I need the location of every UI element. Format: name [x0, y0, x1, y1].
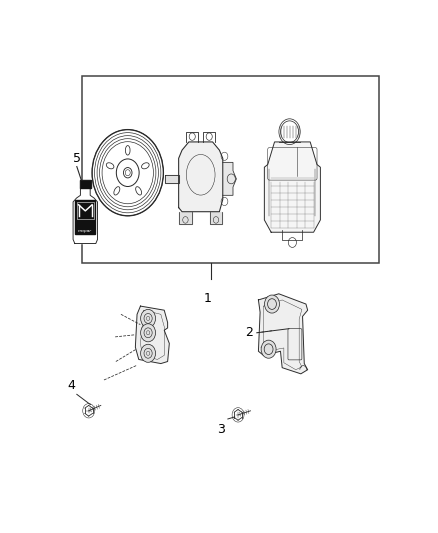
Polygon shape — [179, 212, 191, 224]
Text: 2: 2 — [245, 326, 253, 340]
Circle shape — [261, 340, 276, 358]
Text: 3: 3 — [217, 423, 224, 436]
Text: 4: 4 — [67, 379, 75, 392]
Text: 1: 1 — [204, 292, 212, 305]
Circle shape — [265, 295, 279, 313]
Circle shape — [141, 324, 155, 342]
Polygon shape — [80, 180, 91, 188]
Polygon shape — [165, 175, 179, 183]
Text: mopar: mopar — [78, 229, 92, 233]
Circle shape — [141, 309, 155, 327]
Circle shape — [141, 344, 155, 362]
Polygon shape — [223, 163, 237, 195]
Polygon shape — [179, 142, 223, 212]
Polygon shape — [75, 200, 95, 233]
Polygon shape — [135, 306, 170, 364]
Bar — [77, 202, 94, 219]
Polygon shape — [210, 212, 222, 224]
Polygon shape — [265, 142, 320, 232]
Polygon shape — [258, 294, 307, 374]
Polygon shape — [73, 188, 98, 244]
Bar — [82, 76, 379, 263]
Text: 5: 5 — [73, 151, 81, 165]
